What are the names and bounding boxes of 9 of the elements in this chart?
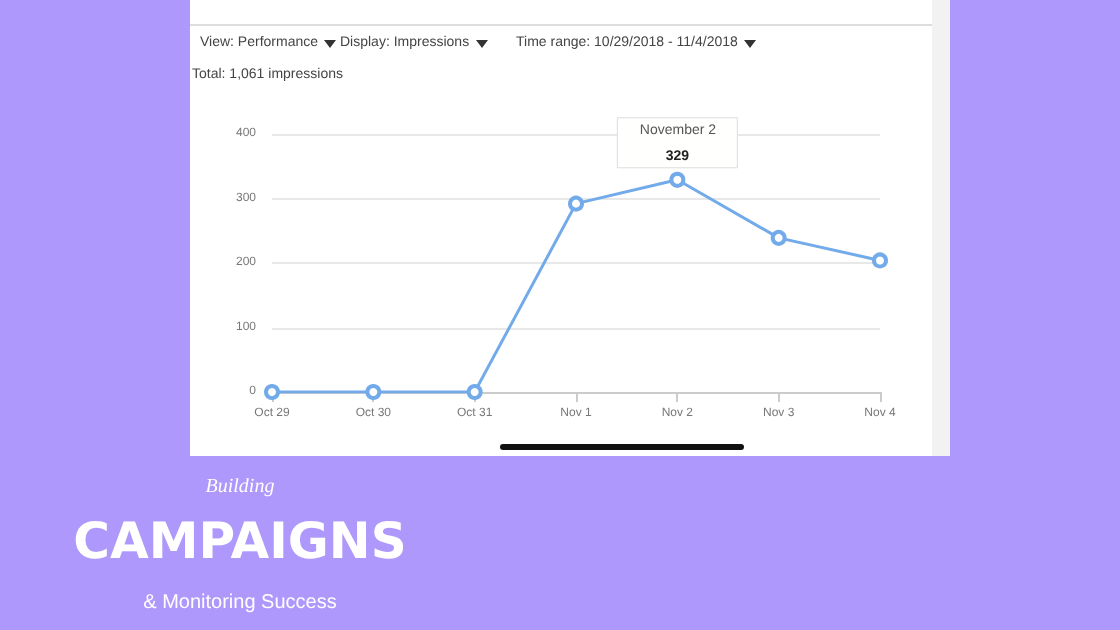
text: & Monitoring Success	[141, 592, 339, 614]
point	[669, 171, 686, 188]
point	[568, 195, 584, 212]
point	[365, 384, 382, 400]
text: Building	[205, 476, 275, 498]
point	[466, 384, 483, 400]
point	[770, 229, 787, 246]
text: CAMPAIGNS	[71, 512, 409, 570]
point	[872, 252, 888, 269]
